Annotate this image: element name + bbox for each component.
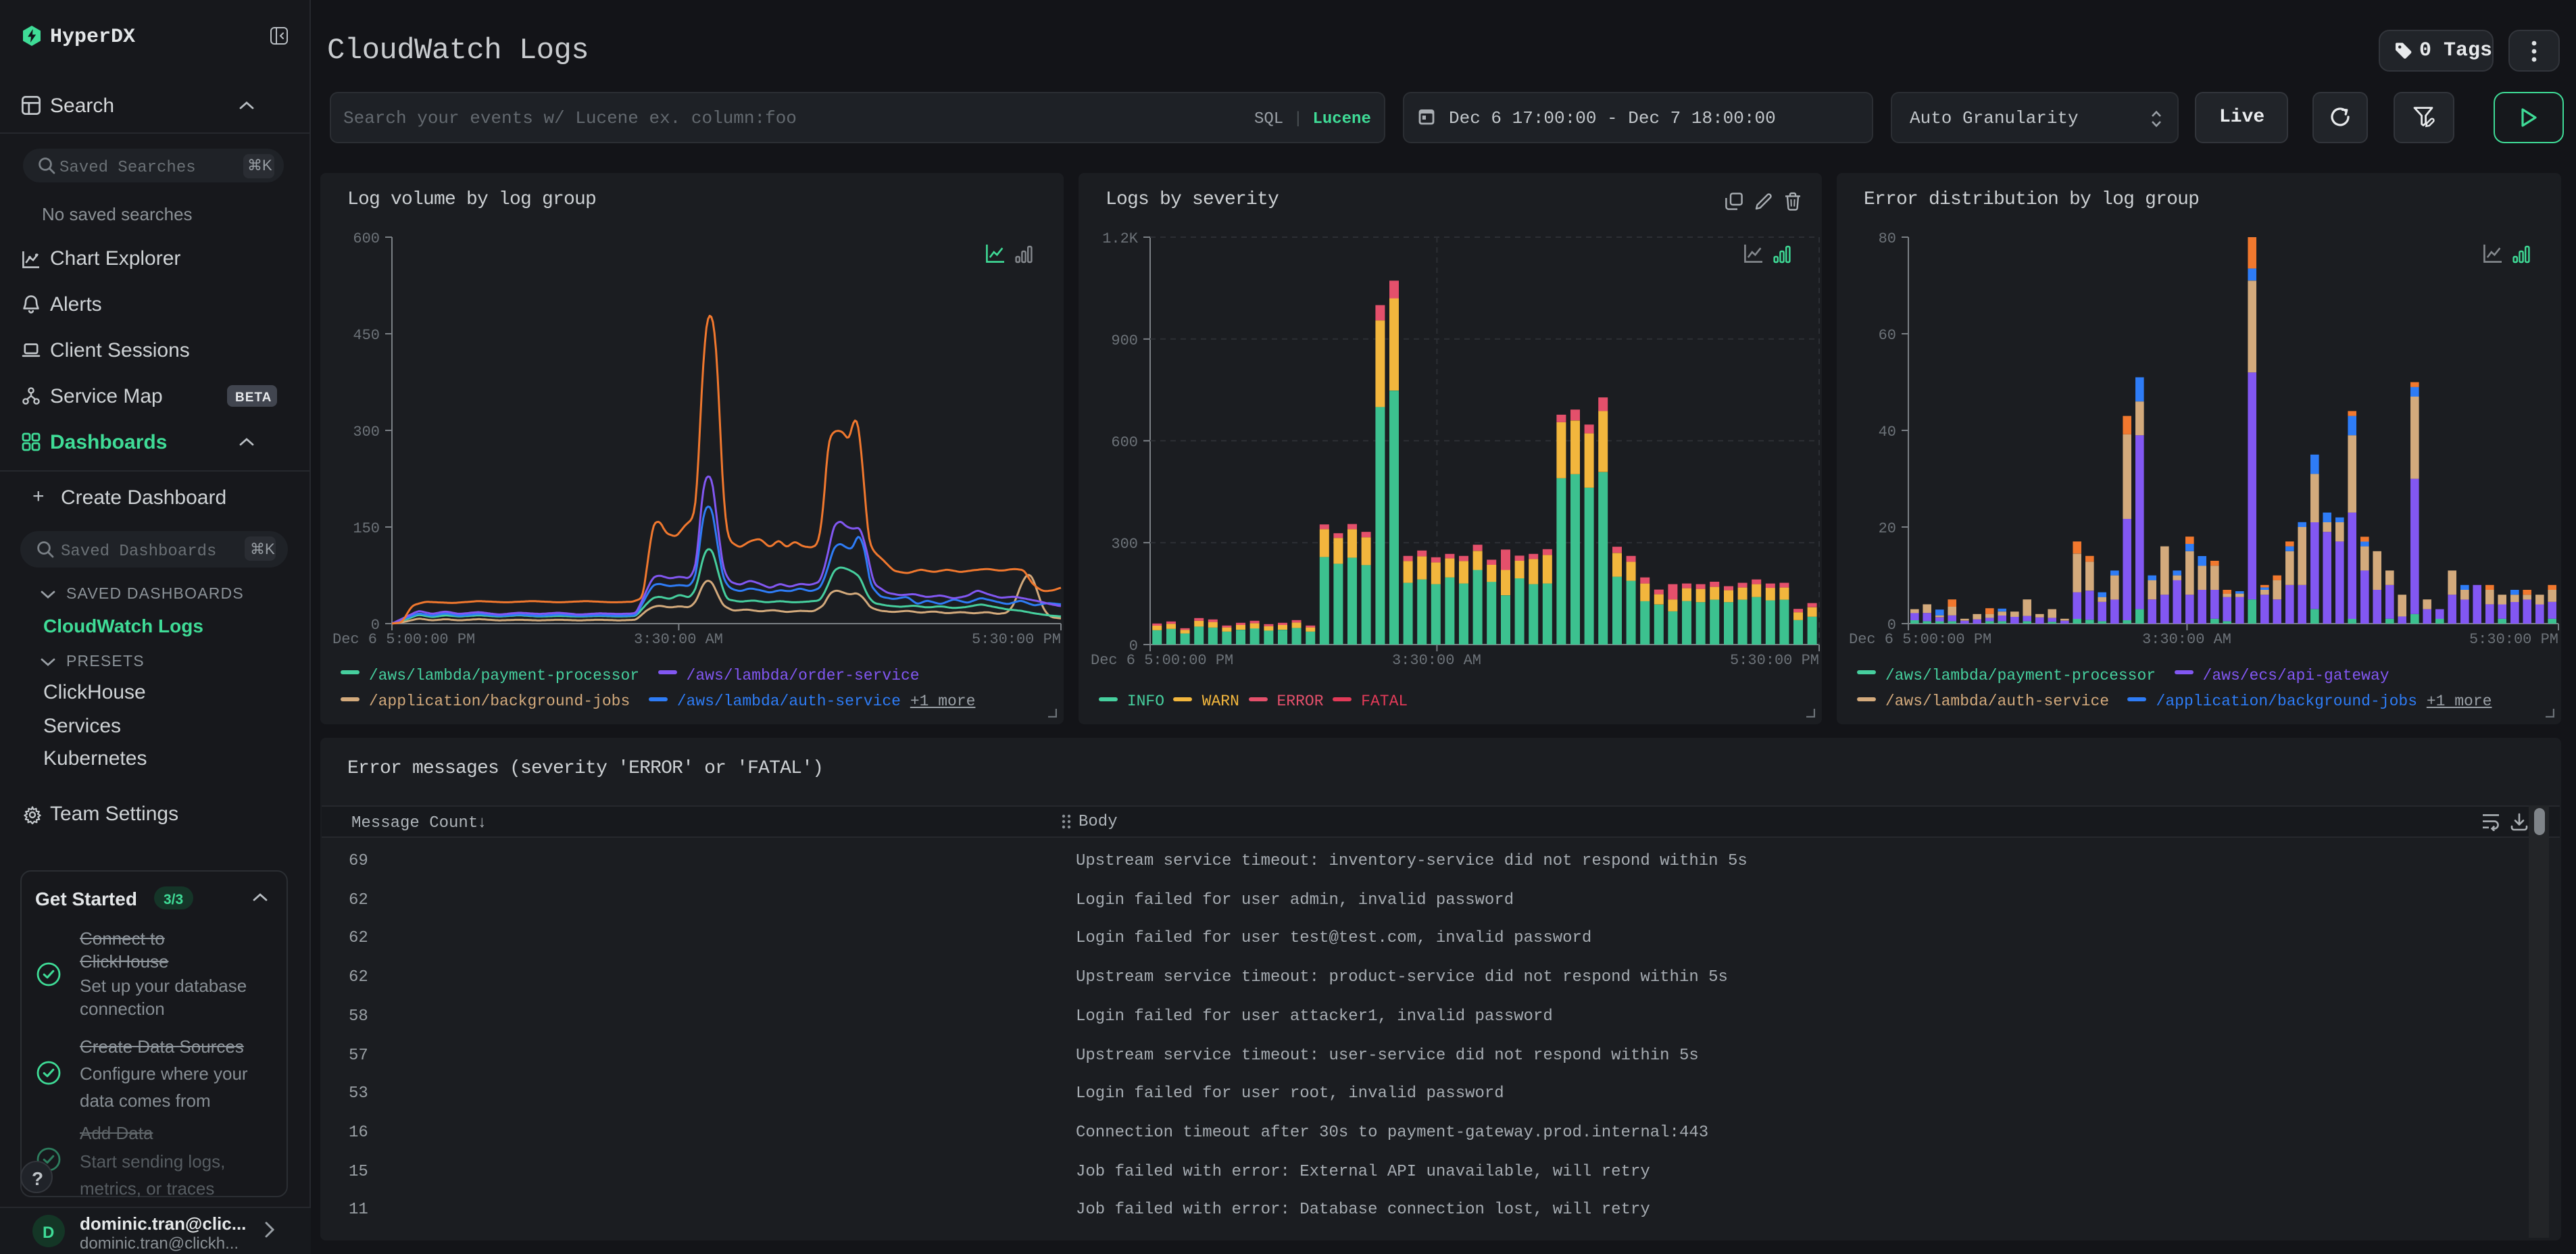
svg-text:450: 450 (353, 326, 380, 343)
svg-text:150: 150 (353, 520, 380, 536)
svg-text:80: 80 (1879, 230, 1896, 247)
svg-text:60: 60 (1879, 326, 1896, 343)
svg-text:3:30:00 AM: 3:30:00 AM (1392, 651, 1481, 668)
svg-text:600: 600 (1111, 433, 1138, 450)
svg-text:300: 300 (353, 423, 380, 440)
svg-text:0: 0 (371, 616, 380, 633)
svg-text:5:30:00 PM: 5:30:00 PM (1730, 651, 1819, 668)
svg-text:3:30:00 AM: 3:30:00 AM (634, 630, 723, 647)
svg-text:40: 40 (1879, 423, 1896, 440)
svg-text:300: 300 (1111, 535, 1138, 552)
svg-text:0: 0 (1129, 637, 1138, 654)
svg-text:Dec 6 5:00:00 PM: Dec 6 5:00:00 PM (332, 630, 475, 647)
svg-text:Dec 6 5:00:00 PM: Dec 6 5:00:00 PM (1849, 630, 1991, 647)
svg-text:Dec 6 5:00:00 PM: Dec 6 5:00:00 PM (1091, 651, 1233, 668)
svg-text:1.2K: 1.2K (1102, 230, 1139, 247)
svg-text:5:30:00 PM: 5:30:00 PM (972, 630, 1061, 647)
svg-text:0: 0 (1887, 616, 1896, 633)
svg-text:900: 900 (1111, 332, 1138, 349)
svg-text:20: 20 (1879, 520, 1896, 536)
svg-text:600: 600 (353, 230, 380, 247)
svg-text:5:30:00 PM: 5:30:00 PM (2469, 630, 2558, 647)
svg-text:3:30:00 AM: 3:30:00 AM (2142, 630, 2231, 647)
